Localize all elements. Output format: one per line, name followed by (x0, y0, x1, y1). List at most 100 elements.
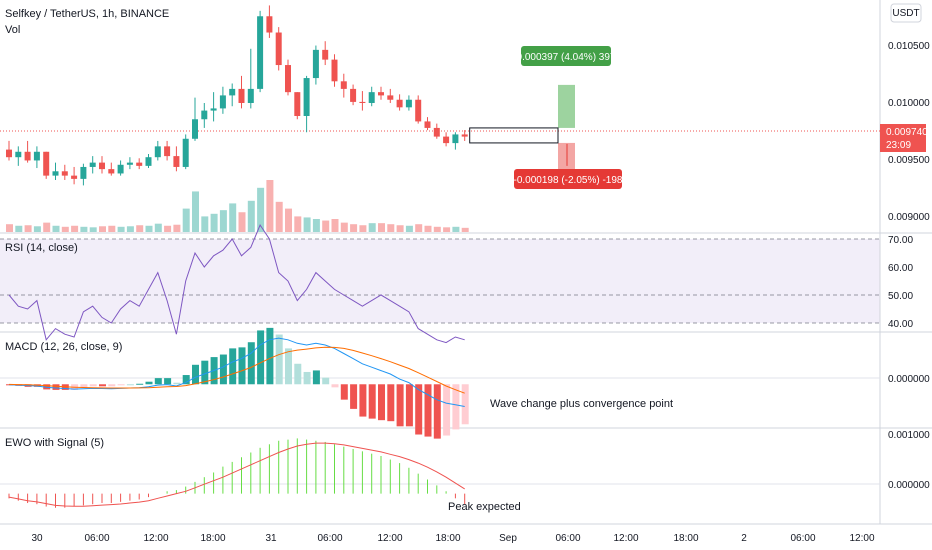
candle (164, 140, 171, 161)
volume-bar (238, 212, 246, 232)
candle (387, 88, 394, 103)
candle (210, 92, 217, 122)
macd-title[interactable]: MACD (12, 26, close, 9) (5, 341, 122, 353)
volume-bar (443, 227, 451, 232)
macd-histogram-bar (461, 384, 469, 425)
candle (340, 73, 347, 98)
macd-histogram-bar (52, 384, 60, 390)
volume-bar (219, 210, 227, 232)
volume-bar (154, 223, 162, 232)
candle (331, 54, 338, 87)
volume-bar (294, 216, 302, 232)
macd-histogram-bar (238, 347, 246, 385)
macd-histogram-bar (182, 375, 190, 385)
volume-bar (368, 223, 376, 232)
volume-bar (359, 225, 367, 232)
candle (154, 140, 161, 161)
volume-bar (52, 225, 60, 232)
price-tick-2: 0.010000 (888, 98, 930, 109)
macd-histogram-bar (229, 348, 237, 385)
time-tick: 2 (741, 533, 747, 544)
currency-label[interactable]: USDT (892, 8, 919, 19)
volume-bar (173, 224, 181, 232)
macd-annotation[interactable]: Wave change plus convergence point (490, 398, 673, 410)
candle (43, 151, 50, 179)
candle (378, 86, 384, 100)
candle (415, 95, 422, 124)
candle (461, 130, 468, 141)
ewo-annotation[interactable]: Peak expected (448, 501, 521, 513)
volume-bar (145, 225, 153, 232)
macd-histogram-bar (257, 330, 265, 385)
macd-signal-line (8, 346, 465, 394)
price-tick-4: 0.009000 (888, 212, 930, 223)
entry-box[interactable] (469, 127, 559, 144)
candle (145, 153, 152, 169)
macd-tick-zero: 0.000000 (888, 374, 930, 385)
candle (350, 84, 357, 106)
last-price-value: 0.009740 (886, 127, 928, 138)
candle (192, 97, 198, 141)
volume-bar (80, 226, 88, 232)
volume-bar (396, 225, 404, 232)
macd-histogram-bar (322, 377, 330, 385)
symbol-title[interactable]: Selfkey / TetherUS, 1h, BINANCE (5, 8, 169, 20)
macd-line (8, 337, 465, 407)
candle (452, 132, 459, 150)
time-tick: 06:00 (84, 533, 109, 544)
candle (71, 166, 78, 185)
volume-bar (136, 225, 144, 232)
macd-histogram-bar (266, 327, 274, 385)
macd-histogram-bar (275, 334, 283, 385)
macd-histogram-bar (396, 384, 404, 427)
candle (396, 94, 403, 111)
macd-histogram-bar (452, 384, 460, 430)
rsi-layer (8, 223, 465, 344)
volume-layer (6, 180, 469, 232)
volume-bar (15, 225, 23, 232)
volume-bar (350, 224, 358, 232)
candle (266, 5, 273, 38)
macd-layer (6, 327, 469, 439)
macd-histogram-bar (99, 384, 106, 387)
rsi-title[interactable]: RSI (14, close) (5, 242, 78, 254)
price-tick-3: 0.009500 (888, 155, 930, 166)
macd-histogram-bar (359, 384, 367, 417)
candle (359, 91, 366, 111)
volume-bar (126, 226, 134, 232)
time-tick: 30 (31, 533, 43, 544)
volume-bar (378, 223, 385, 232)
candle (24, 140, 31, 163)
last-price-tag (880, 124, 926, 152)
volume-bar (229, 203, 237, 232)
currency-button[interactable] (890, 3, 922, 23)
candle (89, 156, 96, 174)
macd-histogram-bar (89, 384, 97, 387)
price-tick-1: 0.010500 (888, 41, 930, 52)
macd-histogram-bar (201, 360, 209, 385)
candle (6, 140, 12, 161)
long-position-tool[interactable]: 0.000397 (4.04%) 397 -0.000198 (-2.05%) -… (469, 46, 623, 189)
macd-histogram-bar (387, 384, 395, 422)
candle (433, 123, 440, 139)
target-zone[interactable] (558, 84, 575, 128)
macd-histogram-bar (80, 384, 88, 388)
candle (238, 75, 245, 109)
ewo-title[interactable]: EWO with Signal (5) (5, 437, 104, 449)
volume-bar (415, 224, 423, 232)
volume-bar (201, 216, 209, 232)
candle (173, 146, 180, 172)
macd-histogram-bar (285, 348, 292, 385)
macd-histogram-bar (117, 384, 125, 386)
candle (61, 164, 68, 180)
time-tick: 12:00 (377, 533, 402, 544)
rsi-tick-60: 60.00 (888, 263, 913, 274)
rsi-band (0, 239, 880, 323)
candle (182, 134, 189, 170)
volume-bar (71, 225, 79, 232)
volume-label[interactable]: Vol (5, 24, 20, 36)
time-tick: 06:00 (555, 533, 580, 544)
volume-bar (247, 200, 255, 232)
time-tick: Sep (499, 533, 517, 544)
